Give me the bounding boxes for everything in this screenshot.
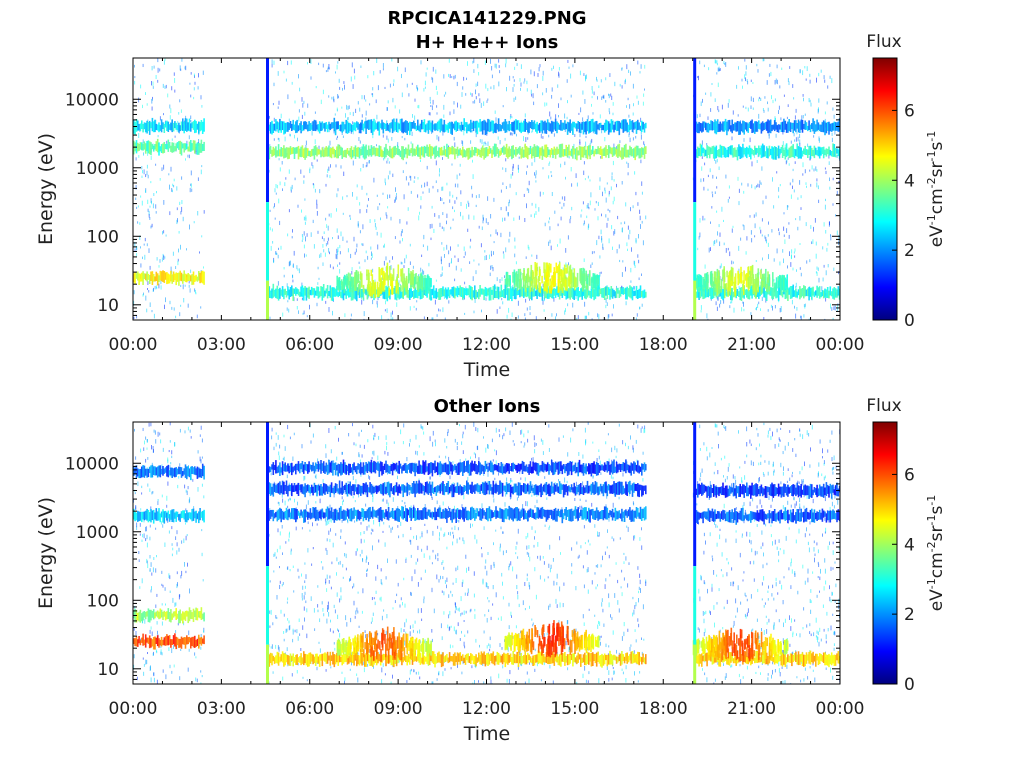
x-tick-label: 12:00 [462, 335, 511, 355]
y-tick-label: 10 [97, 296, 119, 316]
energy-band [268, 480, 647, 498]
colorbar-tick-label: 2 [904, 605, 915, 625]
energy-band [268, 505, 647, 524]
x-tick-label: 15:00 [550, 699, 599, 719]
spectrogram-other-ions [133, 422, 840, 684]
colorbar-tick-label: 0 [904, 675, 915, 695]
colorbar [872, 57, 898, 321]
y-tick-label: 100 [87, 227, 119, 247]
colorbar-unit-label: eV-1cm-2sr-1s-1 [925, 131, 947, 248]
x-tick-label: 00:00 [816, 335, 865, 355]
x-tick-label: 21:00 [727, 335, 776, 355]
energy-band [133, 607, 205, 624]
x-tick-label: 06:00 [285, 699, 334, 719]
colorbar-title: Flux [866, 32, 901, 52]
energy-band [133, 463, 205, 481]
x-tick-label: 12:00 [462, 699, 511, 719]
x-tick-label: 09:00 [374, 699, 423, 719]
colorbar-tick-label: 2 [904, 241, 915, 261]
y-axis-label: Energy (eV) [35, 133, 57, 245]
x-tick-label: 00:00 [109, 335, 158, 355]
colorbar-title: Flux [866, 396, 901, 416]
energy-band [268, 283, 647, 302]
y-tick-label: 100 [87, 591, 119, 611]
energy-band [133, 508, 205, 524]
flux-peak [694, 264, 788, 299]
x-axis-label: Time [463, 723, 511, 745]
x-tick-label: 09:00 [374, 335, 423, 355]
energy-band [695, 482, 840, 499]
flux-peak [504, 262, 600, 294]
colorbar-tick-label: 6 [904, 101, 915, 121]
x-tick-label: 03:00 [197, 335, 246, 355]
vertical-spike [693, 422, 697, 684]
spectrogram-h-he-ions [133, 58, 840, 320]
energy-band [695, 118, 840, 136]
colorbar-tick-label: 0 [904, 311, 915, 331]
x-tick-label: 00:00 [109, 699, 158, 719]
energy-band [268, 117, 647, 136]
energy-band [268, 650, 647, 668]
flux-peak [336, 626, 432, 664]
x-tick-label: 18:00 [639, 335, 688, 355]
y-axis-ticks: 10 100 1000 10000 [65, 454, 840, 685]
y-tick-label: 1000 [76, 523, 119, 543]
colorbar [872, 421, 898, 685]
panel-other-ions: Other Ions 00:00 03:00 06:00 09:00 12:00 15:0… [35, 396, 947, 745]
x-axis-ticks: 00:00 03:00 06:00 09:00 12:00 15:00 18:00 21:00… [109, 422, 865, 719]
panel-title: Other Ions [434, 396, 541, 417]
x-tick-label: 06:00 [285, 335, 334, 355]
colorbar-ticks: 0 2 4 6 [892, 465, 915, 695]
colorbar-unit-label: eV-1cm-2sr-1s-1 [925, 495, 947, 612]
flux-peak [336, 262, 432, 298]
energy-band [133, 117, 205, 135]
y-tick-label: 10 [97, 660, 119, 680]
x-axis-ticks: 00:00 03:00 06:00 09:00 12:00 15:00 18:00 21:00… [109, 58, 865, 355]
flux-peak [504, 620, 600, 658]
vertical-spike [266, 422, 269, 684]
x-tick-label: 15:00 [550, 335, 599, 355]
energy-band [133, 270, 205, 286]
y-tick-label: 10000 [65, 90, 119, 110]
y-tick-label: 10000 [65, 454, 119, 474]
energy-band [133, 633, 205, 650]
vertical-spike [266, 58, 269, 320]
energy-band [695, 507, 840, 525]
figure-title: RPCICA141229.PNG [387, 8, 586, 29]
y-axis-label: Energy (eV) [35, 497, 57, 609]
x-tick-label: 00:00 [816, 699, 865, 719]
x-axis-label: Time [463, 359, 511, 381]
colorbar-tick-label: 6 [904, 465, 915, 485]
x-tick-label: 03:00 [197, 699, 246, 719]
colorbar-ticks: 0 2 4 6 [892, 101, 915, 331]
x-tick-label: 21:00 [727, 699, 776, 719]
panel-h-he-ions: H+ He++ Ions 00:00 03:00 06:00 09:00 12:00 15… [35, 32, 947, 381]
panel-title: H+ He++ Ions [416, 32, 559, 53]
energy-band [695, 143, 840, 161]
vertical-spike [693, 58, 697, 320]
y-axis-ticks: 10 100 1000 10000 [65, 90, 840, 321]
y-tick-label: 1000 [76, 159, 119, 179]
energy-band [268, 143, 647, 161]
plot-frame [132, 57, 841, 321]
colorbar-tick-label: 4 [904, 171, 915, 191]
colorbar-tick-label: 4 [904, 535, 915, 555]
x-tick-label: 18:00 [639, 699, 688, 719]
energy-band [268, 459, 647, 477]
